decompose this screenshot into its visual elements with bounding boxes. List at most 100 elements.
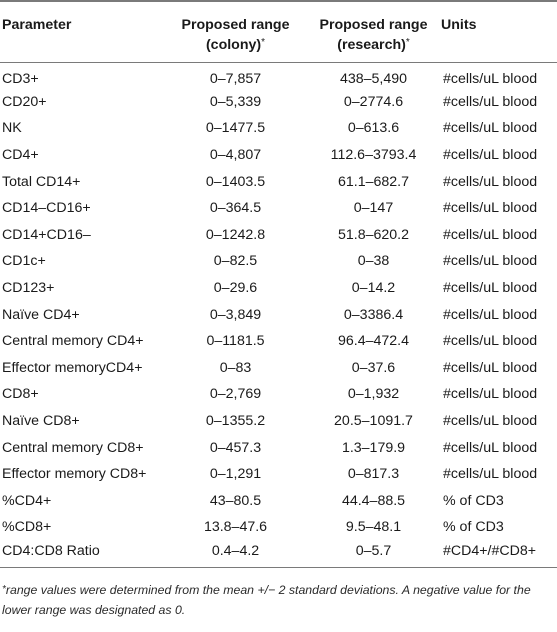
cell-research-range: 96.4–472.4 — [337, 333, 409, 350]
cell-parameter: Effector memoryCD4+ — [2, 359, 143, 376]
cell-parameter: CD3+ — [2, 70, 39, 87]
cell-research-range: 0–3386.4 — [343, 306, 404, 323]
cell-units: % of CD3 — [443, 519, 504, 536]
cell-research-range: 0–14.2 — [351, 280, 396, 297]
cell-units: #cells/uL blood — [443, 226, 538, 243]
cell-units: #cells/uL blood — [443, 280, 538, 297]
cell-colony-range: 0–364.5 — [209, 200, 262, 217]
cell-research-range: 0–613.6 — [347, 120, 400, 137]
table-row: CD8+ 0–2,769 0–1,932 #cells/uL blood — [0, 381, 557, 408]
cell-colony-range: 0–7,857 — [209, 70, 262, 87]
cell-colony-range: 0–1403.5 — [205, 173, 266, 190]
cell-colony-range: 0–82.5 — [213, 253, 258, 270]
header-units-label: Units — [441, 17, 477, 33]
cell-research-range: 51.8–620.2 — [337, 226, 409, 243]
table-row: NK 0–1477.5 0–613.6 #cells/uL blood — [0, 115, 557, 142]
cell-research-range: 0–147 — [353, 200, 394, 217]
cell-colony-range: 13.8–47.6 — [203, 519, 268, 536]
cell-research-range: 0–37.6 — [351, 359, 396, 376]
cell-colony-range: 0.4–4.2 — [163, 540, 308, 568]
table-footnote: *range values were determined from the m… — [0, 568, 557, 620]
cell-units: #cells/uL blood — [443, 413, 538, 430]
cell-colony-range: 0–457.3 — [209, 439, 262, 456]
cell-colony-range: 0–5,339 — [209, 93, 262, 110]
header-research-line1: Proposed range — [319, 17, 428, 33]
cell-research-range: 9.5–48.1 — [345, 519, 402, 536]
cell-colony-range: 0–1355.2 — [205, 413, 266, 430]
cell-units: #cells/uL blood — [443, 466, 538, 483]
cell-parameter: %CD4+ — [2, 492, 52, 509]
table-row: Central memory CD4+ 0–1181.5 96.4–472.4 #ce… — [0, 328, 557, 355]
header-units: Units — [439, 0, 557, 63]
cell-units: #CD4+/#CD8+ — [439, 540, 557, 568]
cell-research-range: 0–2774.6 — [343, 93, 404, 110]
cell-parameter: %CD8+ — [2, 519, 52, 536]
cell-units: #cells/uL blood — [443, 93, 538, 110]
cell-colony-range: 0–1242.8 — [205, 226, 266, 243]
cell-research-range: 0–817.3 — [347, 466, 400, 483]
table-row: CD4:CD8 Ratio 0.4–4.2 0–5.7 #CD4+/#CD8+ — [0, 540, 557, 568]
cell-parameter: CD123+ — [2, 280, 55, 297]
cell-colony-range: 0–1181.5 — [206, 333, 265, 350]
header-research-range: Proposed range (research)* — [308, 0, 439, 63]
cell-parameter: CD4:CD8 Ratio — [0, 540, 163, 568]
cell-parameter: NK — [2, 120, 22, 137]
table-row: Naïve CD8+ 0–1355.2 20.5–1091.7 #cells/uL b… — [0, 408, 557, 435]
header-parameter-label: Parameter — [2, 17, 72, 33]
cell-units: #cells/uL blood — [443, 306, 538, 323]
cell-parameter: Naïve CD4+ — [2, 306, 80, 323]
cell-parameter: CD14+CD16– — [2, 226, 91, 243]
cell-units: #cells/uL blood — [443, 253, 538, 270]
cell-parameter: CD1c+ — [2, 253, 46, 270]
cell-units: #cells/uL blood — [443, 439, 538, 456]
cell-colony-range: 0–1,291 — [209, 466, 262, 483]
table-row: CD4+ 0–4,807 112.6–3793.4 #cells/uL blood — [0, 142, 557, 169]
cell-research-range: 0–38 — [357, 253, 390, 270]
cell-parameter: CD14–CD16+ — [2, 200, 91, 217]
reference-range-table: Parameter Proposed range (colony)* Propo… — [0, 0, 557, 568]
table-row: %CD8+ 13.8–47.6 9.5–48.1 % of CD3 — [0, 514, 557, 541]
cell-units: #cells/uL blood — [443, 70, 538, 87]
cell-units: #cells/uL blood — [443, 120, 538, 137]
cell-parameter: Naïve CD8+ — [2, 413, 80, 430]
header-research-asterisk: * — [405, 37, 410, 48]
header-row: Parameter Proposed range (colony)* Propo… — [0, 0, 557, 63]
footnote-text: range values were determined from the me… — [2, 582, 531, 617]
cell-colony-range: 0–2,769 — [209, 386, 262, 403]
cell-parameter: CD20+ — [2, 93, 47, 110]
cell-colony-range: 0–3,849 — [209, 306, 262, 323]
table-header: Parameter Proposed range (colony)* Propo… — [0, 0, 557, 63]
cell-units: % of CD3 — [443, 492, 504, 509]
cell-research-range: 112.6–3793.4 — [330, 147, 417, 164]
cell-parameter: Central memory CD4+ — [2, 333, 144, 350]
header-colony-line2: (colony) — [205, 37, 262, 53]
cell-research-range: 1.3–179.9 — [341, 439, 406, 456]
cell-colony-range: 0–83 — [219, 359, 252, 376]
header-parameter: Parameter — [0, 0, 163, 63]
header-colony-range: Proposed range (colony)* — [163, 0, 308, 63]
cell-units: #cells/uL blood — [443, 386, 538, 403]
table-row: Central memory CD8+ 0–457.3 1.3–179.9 #cell… — [0, 434, 557, 461]
cell-units: #cells/uL blood — [443, 173, 538, 190]
cell-parameter: Total CD14+ — [2, 173, 81, 190]
header-colony-asterisk: * — [261, 37, 266, 48]
cell-parameter: Central memory CD8+ — [2, 439, 144, 456]
table-row: CD14–CD16+ 0–364.5 0–147 #cells/uL blood — [0, 195, 557, 222]
cell-colony-range: 0–1477.5 — [205, 120, 266, 137]
cell-units: #cells/uL blood — [443, 333, 538, 350]
table-row: CD123+ 0–29.6 0–14.2 #cells/uL blood — [0, 275, 557, 302]
header-colony-line1: Proposed range — [181, 17, 290, 33]
cell-units: #cells/uL blood — [443, 359, 538, 376]
cell-research-range: 0–1,932 — [347, 386, 400, 403]
cell-parameter: Effector memory CD8+ — [2, 466, 147, 483]
table-row: Naïve CD4+ 0–3,849 0–3386.4 #cells/uL blood — [0, 301, 557, 328]
cell-parameter: CD8+ — [2, 386, 39, 403]
cell-colony-range: 43–80.5 — [209, 492, 262, 509]
table-row: %CD4+ 43–80.5 44.4–88.5 % of CD3 — [0, 488, 557, 515]
table-row: CD20+ 0–5,339 0–2774.6 #cells/uL blood — [0, 89, 557, 116]
cell-parameter: CD4+ — [2, 147, 39, 164]
cell-units: #cells/uL blood — [443, 200, 538, 217]
cell-research-range: 61.1–682.7 — [337, 173, 409, 190]
table-row: Total CD14+ 0–1403.5 61.1–682.7 #cells/uL b… — [0, 168, 557, 195]
